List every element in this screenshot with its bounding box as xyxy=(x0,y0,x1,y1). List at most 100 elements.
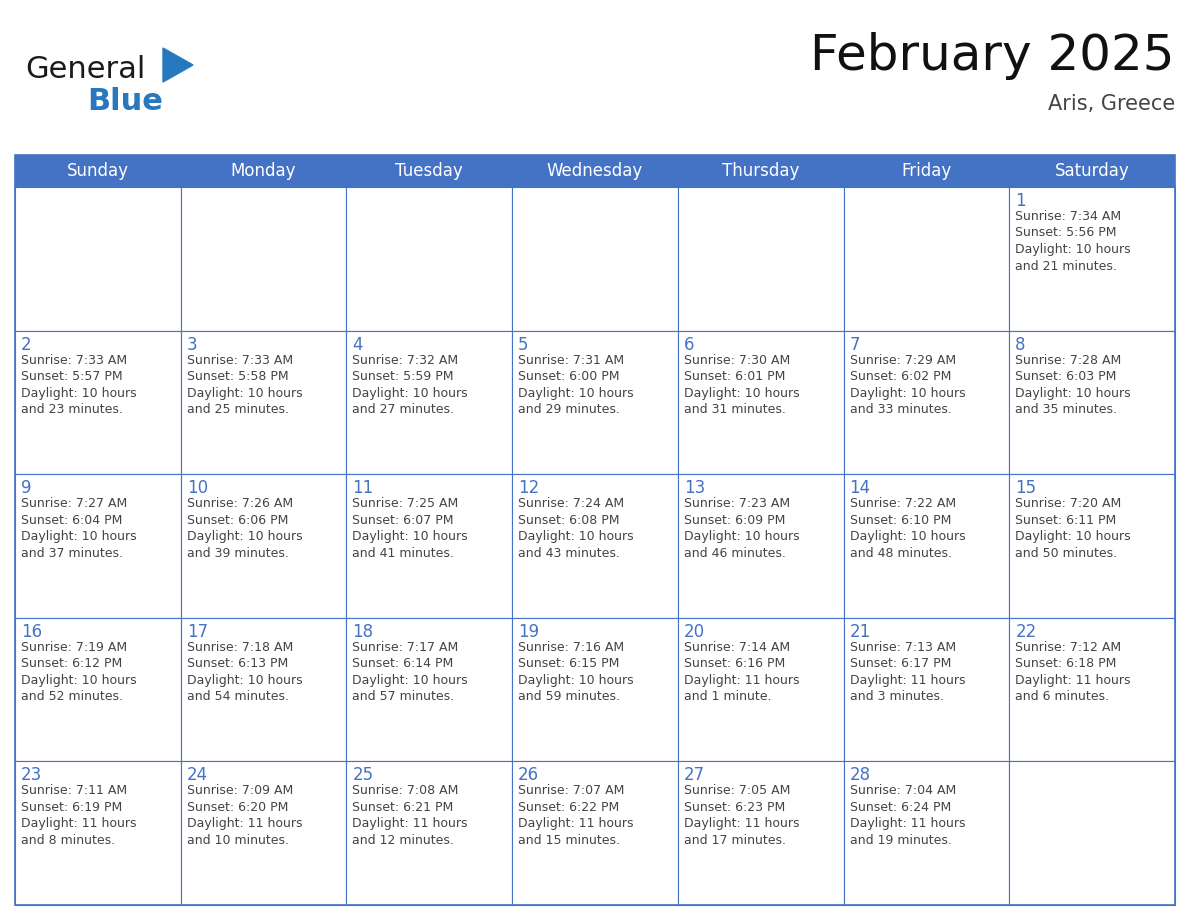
Text: General: General xyxy=(25,55,145,84)
Text: 17: 17 xyxy=(187,622,208,641)
Text: 2: 2 xyxy=(21,336,32,353)
Text: 19: 19 xyxy=(518,622,539,641)
Bar xyxy=(512,155,678,187)
Text: Sunrise: 7:14 AM
Sunset: 6:16 PM
Daylight: 11 hours
and 1 minute.: Sunrise: 7:14 AM Sunset: 6:16 PM Dayligh… xyxy=(684,641,800,703)
Text: Sunrise: 7:20 AM
Sunset: 6:11 PM
Daylight: 10 hours
and 50 minutes.: Sunrise: 7:20 AM Sunset: 6:11 PM Dayligh… xyxy=(1016,498,1131,560)
Text: 26: 26 xyxy=(518,767,539,784)
Text: 16: 16 xyxy=(21,622,42,641)
Bar xyxy=(347,618,512,761)
Bar xyxy=(512,330,678,475)
Bar xyxy=(512,475,678,618)
Text: Sunrise: 7:27 AM
Sunset: 6:04 PM
Daylight: 10 hours
and 37 minutes.: Sunrise: 7:27 AM Sunset: 6:04 PM Dayligh… xyxy=(21,498,137,560)
Bar xyxy=(1010,475,1175,618)
Bar xyxy=(843,330,1010,475)
Text: 6: 6 xyxy=(684,336,694,353)
Text: 22: 22 xyxy=(1016,622,1037,641)
Text: Tuesday: Tuesday xyxy=(396,162,463,180)
Text: Friday: Friday xyxy=(902,162,952,180)
Text: 24: 24 xyxy=(187,767,208,784)
Text: 8: 8 xyxy=(1016,336,1025,353)
Text: Sunrise: 7:22 AM
Sunset: 6:10 PM
Daylight: 10 hours
and 48 minutes.: Sunrise: 7:22 AM Sunset: 6:10 PM Dayligh… xyxy=(849,498,965,560)
Text: Sunrise: 7:13 AM
Sunset: 6:17 PM
Daylight: 11 hours
and 3 minutes.: Sunrise: 7:13 AM Sunset: 6:17 PM Dayligh… xyxy=(849,641,965,703)
Bar xyxy=(347,475,512,618)
Text: Sunrise: 7:30 AM
Sunset: 6:01 PM
Daylight: 10 hours
and 31 minutes.: Sunrise: 7:30 AM Sunset: 6:01 PM Dayligh… xyxy=(684,353,800,416)
Bar xyxy=(15,330,181,475)
Bar xyxy=(347,761,512,905)
Text: Sunrise: 7:26 AM
Sunset: 6:06 PM
Daylight: 10 hours
and 39 minutes.: Sunrise: 7:26 AM Sunset: 6:06 PM Dayligh… xyxy=(187,498,302,560)
Text: February 2025: February 2025 xyxy=(810,32,1175,80)
Bar xyxy=(512,187,678,330)
Bar xyxy=(678,475,843,618)
Text: Sunrise: 7:31 AM
Sunset: 6:00 PM
Daylight: 10 hours
and 29 minutes.: Sunrise: 7:31 AM Sunset: 6:00 PM Dayligh… xyxy=(518,353,633,416)
Text: Sunrise: 7:04 AM
Sunset: 6:24 PM
Daylight: 11 hours
and 19 minutes.: Sunrise: 7:04 AM Sunset: 6:24 PM Dayligh… xyxy=(849,784,965,847)
Text: Sunrise: 7:08 AM
Sunset: 6:21 PM
Daylight: 11 hours
and 12 minutes.: Sunrise: 7:08 AM Sunset: 6:21 PM Dayligh… xyxy=(353,784,468,847)
Bar xyxy=(678,618,843,761)
Text: Sunday: Sunday xyxy=(67,162,128,180)
Text: Sunrise: 7:33 AM
Sunset: 5:58 PM
Daylight: 10 hours
and 25 minutes.: Sunrise: 7:33 AM Sunset: 5:58 PM Dayligh… xyxy=(187,353,302,416)
Text: 4: 4 xyxy=(353,336,362,353)
Bar xyxy=(512,761,678,905)
Text: 28: 28 xyxy=(849,767,871,784)
Bar xyxy=(15,475,181,618)
Text: Sunrise: 7:18 AM
Sunset: 6:13 PM
Daylight: 10 hours
and 54 minutes.: Sunrise: 7:18 AM Sunset: 6:13 PM Dayligh… xyxy=(187,641,302,703)
Bar xyxy=(181,618,347,761)
Text: Wednesday: Wednesday xyxy=(546,162,643,180)
Text: 18: 18 xyxy=(353,622,373,641)
Text: 15: 15 xyxy=(1016,479,1036,498)
Bar xyxy=(1010,761,1175,905)
Text: 9: 9 xyxy=(21,479,32,498)
Text: Sunrise: 7:11 AM
Sunset: 6:19 PM
Daylight: 11 hours
and 8 minutes.: Sunrise: 7:11 AM Sunset: 6:19 PM Dayligh… xyxy=(21,784,137,847)
Text: Sunrise: 7:16 AM
Sunset: 6:15 PM
Daylight: 10 hours
and 59 minutes.: Sunrise: 7:16 AM Sunset: 6:15 PM Dayligh… xyxy=(518,641,633,703)
Text: Aris, Greece: Aris, Greece xyxy=(1048,94,1175,114)
Text: Sunrise: 7:05 AM
Sunset: 6:23 PM
Daylight: 11 hours
and 17 minutes.: Sunrise: 7:05 AM Sunset: 6:23 PM Dayligh… xyxy=(684,784,800,847)
Text: 27: 27 xyxy=(684,767,704,784)
Text: Sunrise: 7:29 AM
Sunset: 6:02 PM
Daylight: 10 hours
and 33 minutes.: Sunrise: 7:29 AM Sunset: 6:02 PM Dayligh… xyxy=(849,353,965,416)
Bar xyxy=(347,187,512,330)
Text: Sunrise: 7:07 AM
Sunset: 6:22 PM
Daylight: 11 hours
and 15 minutes.: Sunrise: 7:07 AM Sunset: 6:22 PM Dayligh… xyxy=(518,784,633,847)
Bar xyxy=(181,155,347,187)
Bar xyxy=(15,155,181,187)
Text: 7: 7 xyxy=(849,336,860,353)
Bar xyxy=(843,187,1010,330)
Bar xyxy=(181,761,347,905)
Bar xyxy=(15,618,181,761)
Bar xyxy=(678,761,843,905)
Text: Sunrise: 7:19 AM
Sunset: 6:12 PM
Daylight: 10 hours
and 52 minutes.: Sunrise: 7:19 AM Sunset: 6:12 PM Dayligh… xyxy=(21,641,137,703)
Bar xyxy=(181,330,347,475)
Text: 11: 11 xyxy=(353,479,374,498)
Text: 21: 21 xyxy=(849,622,871,641)
Bar xyxy=(678,155,843,187)
Text: Sunrise: 7:34 AM
Sunset: 5:56 PM
Daylight: 10 hours
and 21 minutes.: Sunrise: 7:34 AM Sunset: 5:56 PM Dayligh… xyxy=(1016,210,1131,273)
Bar xyxy=(843,155,1010,187)
Bar xyxy=(347,155,512,187)
Text: 23: 23 xyxy=(21,767,43,784)
Text: 1: 1 xyxy=(1016,192,1026,210)
Text: Sunrise: 7:23 AM
Sunset: 6:09 PM
Daylight: 10 hours
and 46 minutes.: Sunrise: 7:23 AM Sunset: 6:09 PM Dayligh… xyxy=(684,498,800,560)
Text: Saturday: Saturday xyxy=(1055,162,1130,180)
Text: Sunrise: 7:09 AM
Sunset: 6:20 PM
Daylight: 11 hours
and 10 minutes.: Sunrise: 7:09 AM Sunset: 6:20 PM Dayligh… xyxy=(187,784,302,847)
Text: Monday: Monday xyxy=(230,162,296,180)
Text: Thursday: Thursday xyxy=(722,162,800,180)
Text: 5: 5 xyxy=(518,336,529,353)
Text: 14: 14 xyxy=(849,479,871,498)
Text: 25: 25 xyxy=(353,767,373,784)
Bar xyxy=(347,330,512,475)
Bar xyxy=(843,761,1010,905)
Text: Sunrise: 7:17 AM
Sunset: 6:14 PM
Daylight: 10 hours
and 57 minutes.: Sunrise: 7:17 AM Sunset: 6:14 PM Dayligh… xyxy=(353,641,468,703)
Bar xyxy=(1010,187,1175,330)
Bar xyxy=(1010,155,1175,187)
Bar xyxy=(15,155,1175,905)
Bar xyxy=(843,475,1010,618)
Bar xyxy=(1010,330,1175,475)
Text: Sunrise: 7:24 AM
Sunset: 6:08 PM
Daylight: 10 hours
and 43 minutes.: Sunrise: 7:24 AM Sunset: 6:08 PM Dayligh… xyxy=(518,498,633,560)
Bar xyxy=(678,330,843,475)
Text: Blue: Blue xyxy=(87,87,163,116)
Bar xyxy=(678,187,843,330)
Text: Sunrise: 7:32 AM
Sunset: 5:59 PM
Daylight: 10 hours
and 27 minutes.: Sunrise: 7:32 AM Sunset: 5:59 PM Dayligh… xyxy=(353,353,468,416)
Text: 13: 13 xyxy=(684,479,706,498)
Text: 3: 3 xyxy=(187,336,197,353)
Text: 20: 20 xyxy=(684,622,704,641)
Polygon shape xyxy=(163,48,192,82)
Text: Sunrise: 7:33 AM
Sunset: 5:57 PM
Daylight: 10 hours
and 23 minutes.: Sunrise: 7:33 AM Sunset: 5:57 PM Dayligh… xyxy=(21,353,137,416)
Bar xyxy=(1010,618,1175,761)
